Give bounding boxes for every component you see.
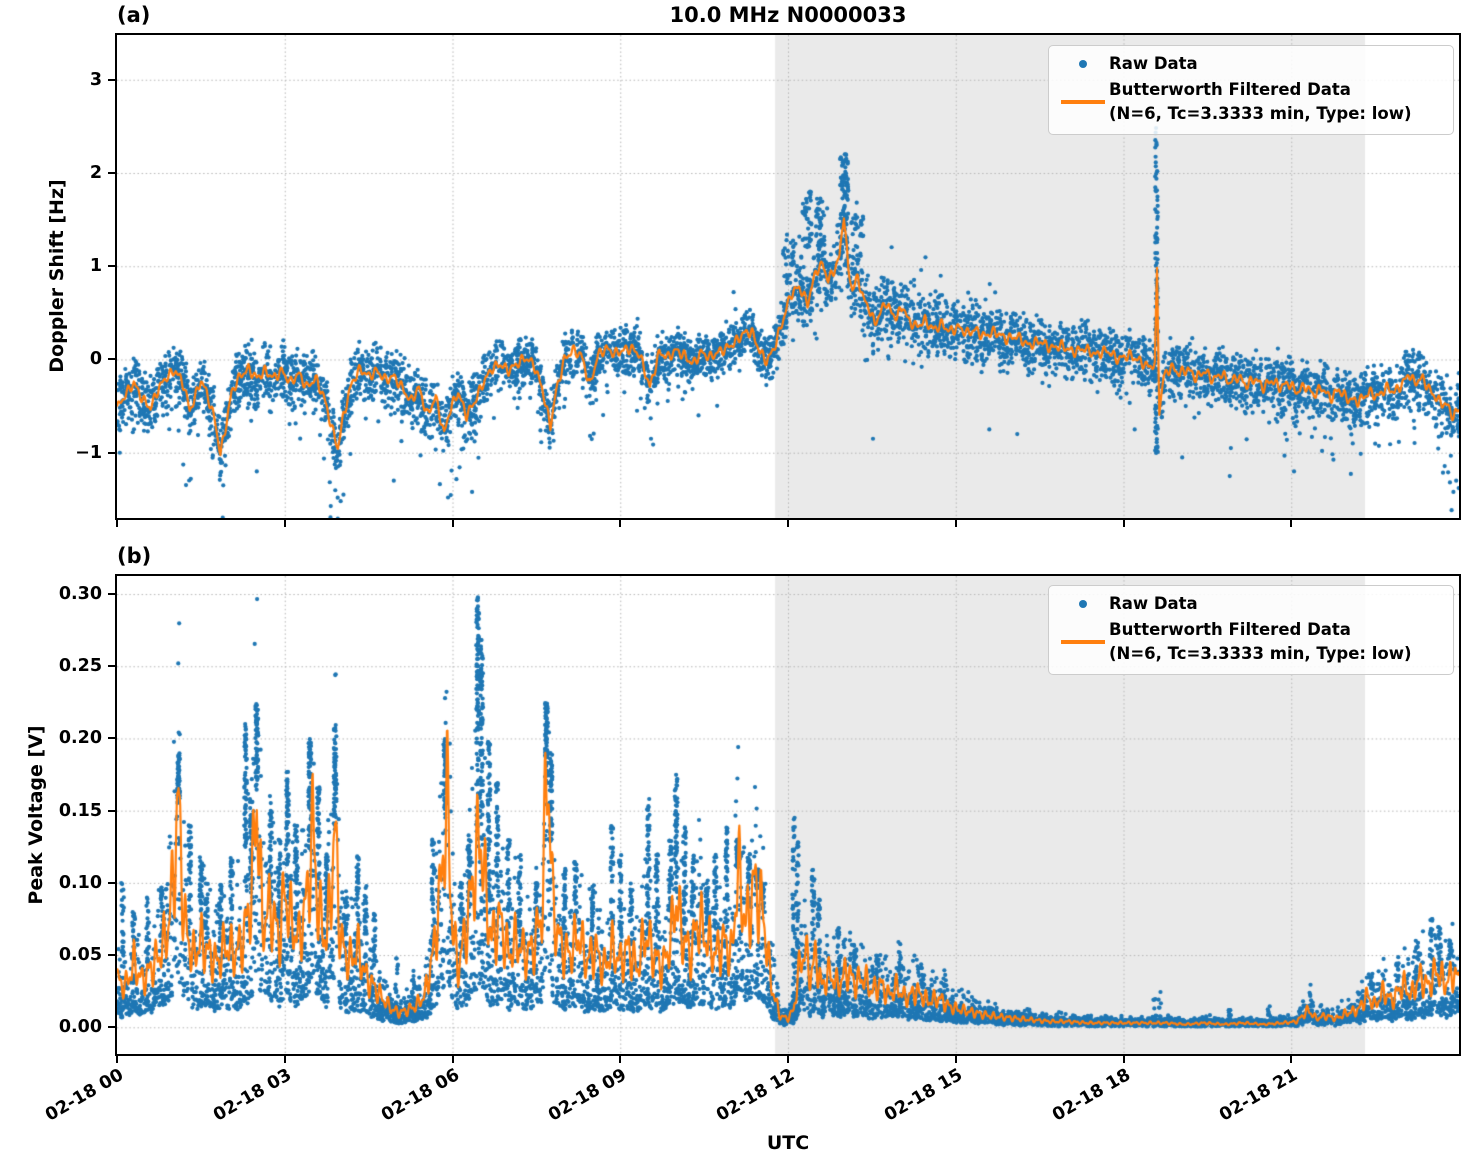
panel-a-legend: Raw Data Butterworth Filtered Data (N=6,… (1048, 45, 1454, 135)
y-tick-mark (108, 665, 115, 668)
y-tick-mark (108, 737, 115, 740)
y-tick-label: 0.20 (58, 728, 102, 749)
x-tick-mark (619, 520, 622, 527)
x-tick-mark (954, 1056, 957, 1063)
x-tick-label: 02-18 12 (713, 1065, 798, 1126)
y-tick-label: 0.15 (58, 800, 102, 821)
x-tick-mark (1290, 520, 1293, 527)
y-tick-label: 0.30 (58, 584, 102, 605)
raw-data-marker-icon (1057, 59, 1109, 68)
x-tick-mark (116, 520, 118, 527)
x-tick-mark (1290, 1056, 1293, 1063)
y-tick-mark (108, 593, 115, 596)
y-tick-label: 0 (89, 349, 102, 370)
x-tick-label: 02-18 06 (377, 1065, 463, 1126)
y-tick-mark (108, 78, 115, 81)
y-tick-mark (108, 265, 115, 268)
y-tick-label: −1 (75, 442, 102, 463)
x-tick-label: 02-18 15 (880, 1065, 966, 1126)
legend-filtered-label: Butterworth Filtered Data (1109, 80, 1351, 99)
raw-data-marker-icon (1057, 599, 1109, 608)
y-tick-mark (108, 451, 115, 454)
legend-row-raw: Raw Data (1057, 591, 1443, 616)
y-tick-mark (108, 172, 115, 174)
filtered-line-icon (1057, 100, 1109, 104)
y-tick-mark (108, 954, 115, 957)
y-tick-mark (108, 881, 115, 884)
y-tick-label: 3 (89, 69, 102, 90)
x-tick-label: 02-18 09 (545, 1065, 631, 1126)
legend-filtered-sublabel: (N=6, Tc=3.3333 min, Type: low) (1109, 104, 1412, 123)
y-tick-label: 0.05 (58, 945, 102, 966)
x-tick-mark (283, 520, 286, 527)
legend-row-filtered: Butterworth Filtered Data (N=6, Tc=3.333… (1057, 618, 1443, 666)
panel-a-tag: (a) (117, 3, 151, 27)
x-tick-label: 02-18 21 (1216, 1065, 1302, 1126)
panel-a-plot-area (115, 33, 1461, 520)
panel-b-tag: (b) (117, 544, 152, 568)
legend-raw-label: Raw Data (1109, 54, 1198, 73)
y-tick-label: 1 (89, 256, 102, 277)
x-tick-mark (954, 520, 957, 527)
y-tick-label: 2 (89, 163, 102, 183)
legend-filtered-sublabel: (N=6, Tc=3.3333 min, Type: low) (1109, 644, 1412, 663)
y-tick-label: 0.00 (58, 1017, 102, 1038)
x-tick-mark (116, 1056, 118, 1063)
chart-title: 10.0 MHz N0000033 (669, 3, 907, 27)
legend-filtered-label: Butterworth Filtered Data (1109, 620, 1351, 639)
x-tick-label: 02-18 03 (209, 1065, 295, 1126)
x-tick-mark (619, 1056, 622, 1063)
y-tick-label: 0.10 (58, 872, 102, 893)
x-axis-label: UTC (766, 1132, 810, 1154)
filtered-line-icon (1057, 640, 1109, 644)
x-tick-mark (451, 1056, 454, 1063)
y-tick-label: 0.25 (58, 656, 102, 677)
x-tick-mark (787, 1056, 789, 1063)
x-tick-mark (787, 520, 789, 527)
x-tick-mark (451, 520, 454, 527)
x-tick-mark (1122, 520, 1125, 527)
x-tick-label: 02-18 18 (1048, 1065, 1134, 1126)
legend-row-filtered: Butterworth Filtered Data (N=6, Tc=3.333… (1057, 78, 1443, 126)
x-tick-mark (1122, 1056, 1125, 1063)
legend-raw-label: Raw Data (1109, 594, 1198, 613)
y-tick-mark (108, 358, 115, 361)
legend-row-raw: Raw Data (1057, 51, 1443, 76)
x-tick-mark (283, 1056, 286, 1063)
panel-b-legend: Raw Data Butterworth Filtered Data (N=6,… (1048, 585, 1454, 675)
y-tick-mark (108, 809, 115, 812)
x-tick-label: 02-18 00 (42, 1065, 127, 1126)
y-tick-mark (108, 1026, 115, 1029)
